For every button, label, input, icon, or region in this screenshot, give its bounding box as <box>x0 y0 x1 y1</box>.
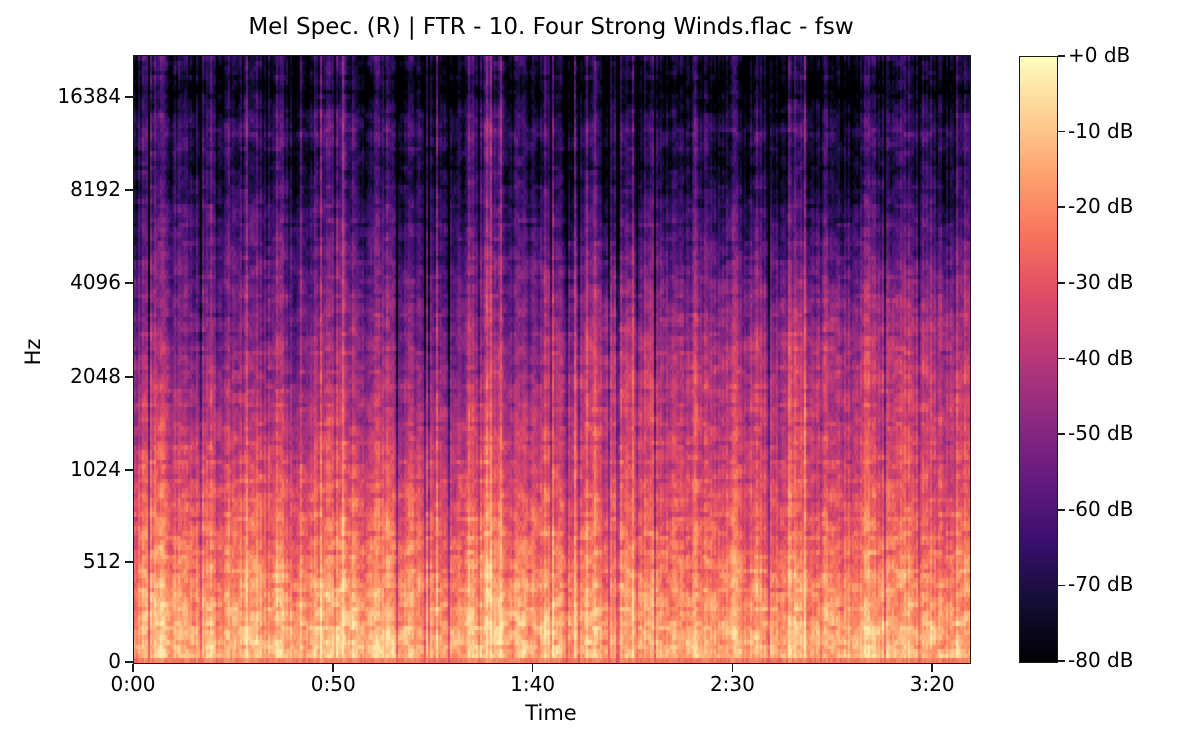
x-tick-label: 2:30 <box>709 672 755 696</box>
colorbar-tick-mark <box>1058 660 1065 662</box>
colorbar-tick-label: -50 dB <box>1068 421 1134 446</box>
spectrogram-image <box>134 56 970 663</box>
y-tick-mark <box>125 188 133 191</box>
colorbar-tick-mark <box>1058 55 1065 57</box>
y-tick-mark <box>125 469 133 471</box>
colorbar-tick-label: -20 dB <box>1068 194 1134 219</box>
colorbar-tick-mark <box>1058 357 1065 360</box>
x-tick-label: 0:50 <box>310 672 356 696</box>
colorbar-tick-label: -70 dB <box>1068 572 1134 597</box>
x-tick-label: 3:20 <box>909 672 955 696</box>
y-tick-label: 1024 <box>70 457 121 482</box>
y-tick-label: 0 <box>108 649 121 673</box>
x-tick-mark <box>132 663 134 672</box>
chart-title: Mel Spec. (R) | FTR - 10. Four Strong Wi… <box>248 14 854 40</box>
colorbar-gradient <box>1020 57 1057 662</box>
colorbar-tick-mark <box>1058 584 1065 587</box>
colorbar-tick-mark <box>1058 206 1065 209</box>
colorbar-tick-mark <box>1058 508 1065 511</box>
y-tick-label: 512 <box>82 548 121 573</box>
y-tick-label: 8192 <box>70 176 121 201</box>
colorbar-tick-label: -40 dB <box>1068 345 1134 370</box>
x-tick-mark <box>332 663 335 672</box>
x-tick-mark <box>731 663 734 672</box>
colorbar-tick-label: +0 dB <box>1068 43 1131 67</box>
colorbar-tick-label: -10 dB <box>1068 118 1134 143</box>
spectrogram-plot <box>133 55 971 664</box>
colorbar <box>1019 56 1058 663</box>
y-tick-label: 16384 <box>57 83 121 108</box>
colorbar-tick-mark <box>1058 130 1065 133</box>
x-axis-label: Time <box>525 701 577 725</box>
y-tick-mark <box>125 282 133 285</box>
x-tick-mark <box>531 663 534 672</box>
colorbar-tick-mark <box>1058 282 1065 284</box>
x-tick-label: 1:40 <box>510 672 556 696</box>
colorbar-tick-label: -80 dB <box>1068 648 1134 672</box>
y-tick-label: 2048 <box>70 363 121 388</box>
y-tick-mark <box>125 561 133 563</box>
y-axis-label: Hz <box>21 338 45 366</box>
x-tick-mark <box>931 663 933 672</box>
y-tick-label: 4096 <box>70 270 121 295</box>
y-tick-mark <box>125 661 133 663</box>
y-tick-mark <box>125 96 133 98</box>
colorbar-tick-label: -30 dB <box>1068 269 1134 294</box>
x-tick-label: 0:00 <box>110 672 156 696</box>
colorbar-tick-label: -60 dB <box>1068 496 1134 521</box>
colorbar-tick-mark <box>1058 433 1065 435</box>
y-tick-mark <box>125 375 133 378</box>
